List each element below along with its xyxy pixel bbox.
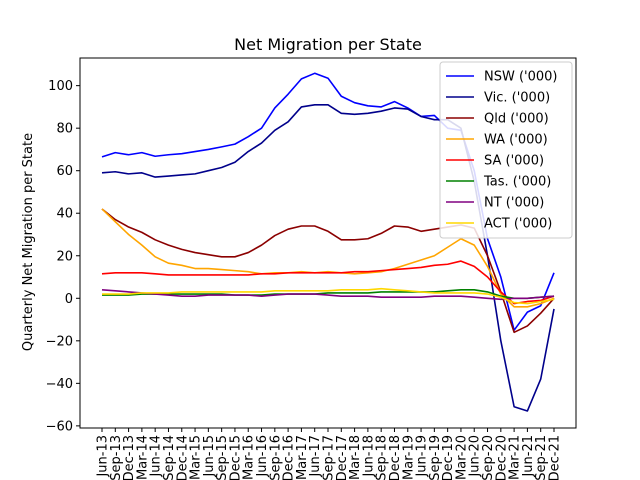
- legend-entry: Tas. ('000): [483, 175, 551, 190]
- x-tick-label: Mar-16: [242, 435, 257, 480]
- x-tick-label: Mar-21: [508, 435, 523, 480]
- series-line: [102, 288, 555, 300]
- x-tick-label: Jun-15: [202, 435, 217, 478]
- legend: NSW ('000) Vic. ('000) Qld ('000) WA ('000)…: [439, 61, 573, 239]
- x-tick-label: Jun-20: [468, 435, 483, 478]
- legend-entry: WA ('000): [484, 133, 548, 148]
- x-tick-label: Jun-13: [96, 435, 111, 478]
- x-tick-label: Sep-15: [215, 435, 230, 480]
- chart-title: Net Migration per State: [234, 35, 422, 54]
- x-tick-label: Sep-17: [322, 435, 337, 480]
- x-tick-label: Dec-17: [335, 435, 350, 480]
- x-tick-label: Jun-19: [415, 435, 430, 478]
- x-tick-label: Dec-14: [175, 435, 190, 480]
- legend-box: [439, 61, 573, 239]
- x-tick-label: Dec-19: [441, 435, 456, 480]
- x-tick-label: Sep-21: [534, 435, 549, 480]
- x-tick-label: Jun-16: [255, 435, 270, 478]
- x-tick-label: Mar-18: [348, 435, 363, 480]
- series-line: [101, 288, 555, 301]
- y-tick-label: −20: [46, 334, 73, 349]
- y-tick-label: 100: [48, 79, 73, 94]
- x-tick-label: Jun-14: [149, 435, 164, 478]
- x-tick-label: Dec-15: [228, 435, 243, 480]
- plot-frame: [79, 57, 577, 429]
- legend-entry: SA ('000): [484, 154, 544, 169]
- x-tick-label: Mar-17: [295, 435, 310, 480]
- x-tick-label: Sep-20: [481, 435, 496, 480]
- x-tick-label: Mar-20: [454, 435, 469, 480]
- x-tick-label: Jun-18: [361, 435, 376, 478]
- x-tick-label: Dec-20: [494, 435, 509, 480]
- x-tick-label: Jun-21: [521, 435, 536, 478]
- y-tick-label: 80: [56, 122, 73, 137]
- legend-entry: NSW ('000): [484, 70, 558, 85]
- y-tick-label: −40: [46, 377, 73, 392]
- legend-entry: NT ('000): [484, 196, 544, 211]
- x-tick-label: Mar-15: [189, 435, 204, 480]
- x-tick-label: Dec-21: [548, 435, 563, 480]
- x-tick-label: Jun-17: [308, 435, 323, 478]
- x-tick-label: Sep-14: [162, 435, 177, 480]
- legend-entry: Vic. ('000): [484, 91, 550, 106]
- legend-entry: ACT ('000): [484, 217, 552, 232]
- x-tick-label: Sep-13: [109, 435, 124, 480]
- series-line: [101, 260, 555, 305]
- x-tick-label: Dec-16: [282, 435, 297, 480]
- x-tick-label: Mar-14: [135, 435, 150, 480]
- y-tick-label: 0: [65, 292, 73, 307]
- x-tick-label: Dec-18: [388, 435, 403, 480]
- x-tick-label: Sep-16: [268, 435, 283, 480]
- legend-entry: Qld ('000): [484, 112, 549, 127]
- y-tick-label: 20: [56, 249, 73, 264]
- y-axis-title: Quarterly Net Migration per State: [21, 133, 36, 351]
- plot-area: −60−40−20020406080100Jun-13Sep-13Dec-13M…: [46, 72, 563, 480]
- y-tick-label: 60: [56, 164, 73, 179]
- y-tick-label: 40: [56, 207, 73, 222]
- x-tick-label: Mar-19: [401, 435, 416, 480]
- x-tick-label: Sep-18: [375, 435, 390, 480]
- x-tick-label: Sep-19: [428, 435, 443, 480]
- y-tick-label: −60: [46, 419, 73, 434]
- x-tick-label: Dec-13: [122, 435, 137, 480]
- series-line: [102, 287, 555, 305]
- series-line: [101, 208, 555, 308]
